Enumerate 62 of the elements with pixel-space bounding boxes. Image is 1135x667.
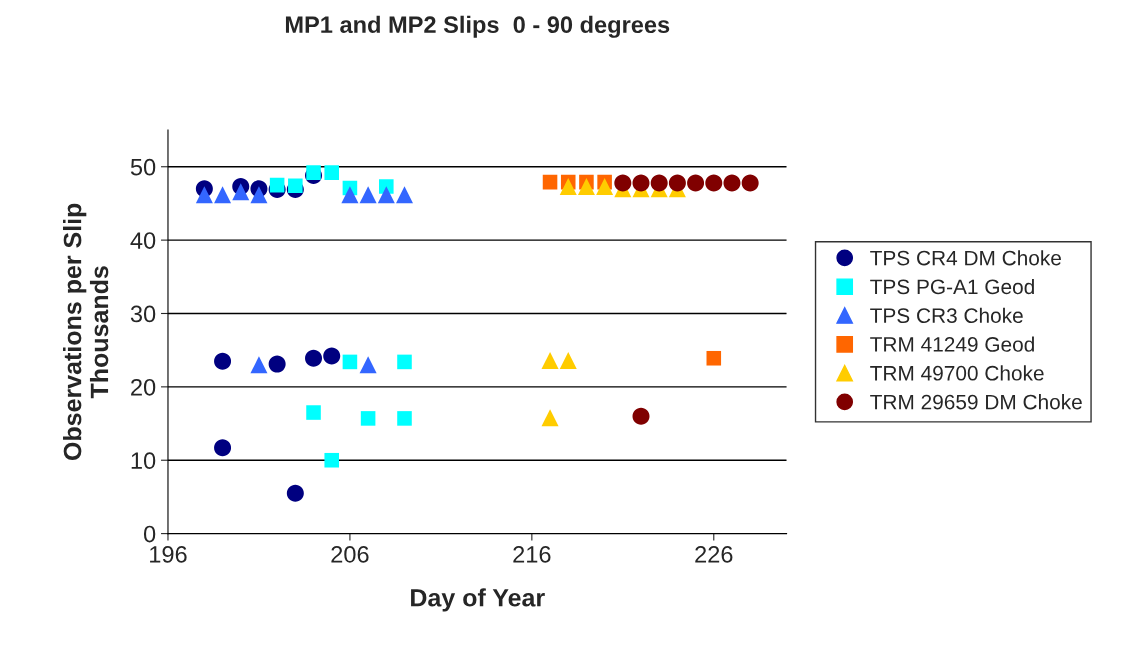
legend-label: TRM 29659 DM Choke xyxy=(870,394,1082,410)
point xyxy=(250,356,268,374)
point xyxy=(288,178,303,194)
point xyxy=(614,174,632,192)
point xyxy=(577,178,595,196)
point xyxy=(232,183,250,201)
point xyxy=(687,174,705,192)
y-axis-title: Observations per Slip Thousands xyxy=(63,203,109,460)
point xyxy=(377,186,395,204)
x-tick-label: 206 xyxy=(331,546,369,563)
point xyxy=(268,355,286,373)
point xyxy=(542,174,558,190)
point xyxy=(359,356,377,374)
x-axis-title: Day of Year xyxy=(411,588,545,612)
point xyxy=(359,186,377,204)
legend-label: TRM 49700 Choke xyxy=(870,365,1044,381)
point xyxy=(705,174,723,192)
point xyxy=(323,347,341,365)
point xyxy=(650,174,668,192)
point xyxy=(324,452,339,468)
point xyxy=(632,174,650,192)
chart-title: MP1 and MP2 Slips 0 - 90 degrees xyxy=(285,15,670,38)
point xyxy=(250,186,268,204)
point xyxy=(668,174,686,192)
legend-label: TPS CR3 Choke xyxy=(870,307,1023,324)
point xyxy=(559,178,577,196)
legend-label: TPS PG-A1 Geod xyxy=(870,278,1034,295)
point xyxy=(741,174,759,192)
point xyxy=(306,165,321,180)
point xyxy=(305,349,323,367)
y-tick-label: 20 xyxy=(131,378,156,396)
y-tick-label: 10 xyxy=(131,452,156,470)
y-tick-label: 40 xyxy=(130,232,156,249)
point xyxy=(341,186,359,204)
point xyxy=(706,350,722,366)
point xyxy=(286,484,304,502)
point xyxy=(214,439,232,457)
point xyxy=(559,351,577,369)
point xyxy=(397,411,412,426)
point xyxy=(723,174,741,192)
legend-label: TPS CR4 DM Choke xyxy=(870,250,1061,266)
point xyxy=(360,411,376,426)
point xyxy=(596,178,614,196)
point xyxy=(632,407,650,425)
point xyxy=(541,409,559,427)
x-tick-label: 196 xyxy=(150,546,187,563)
point xyxy=(324,165,339,180)
point xyxy=(342,354,358,370)
legend-label: TRM 41249 Geod xyxy=(870,336,1034,352)
y-tick-label: 30 xyxy=(130,305,156,323)
x-tick-label: 226 xyxy=(695,546,733,563)
point xyxy=(269,177,285,193)
point xyxy=(397,354,412,370)
point xyxy=(214,186,232,204)
point xyxy=(541,351,559,369)
x-tick-label: 216 xyxy=(513,546,551,563)
point xyxy=(214,352,232,370)
point xyxy=(395,186,413,204)
y-tick-label: 50 xyxy=(130,158,156,176)
point xyxy=(306,405,321,420)
y-tick-label: 0 xyxy=(143,525,156,543)
point xyxy=(195,186,213,204)
